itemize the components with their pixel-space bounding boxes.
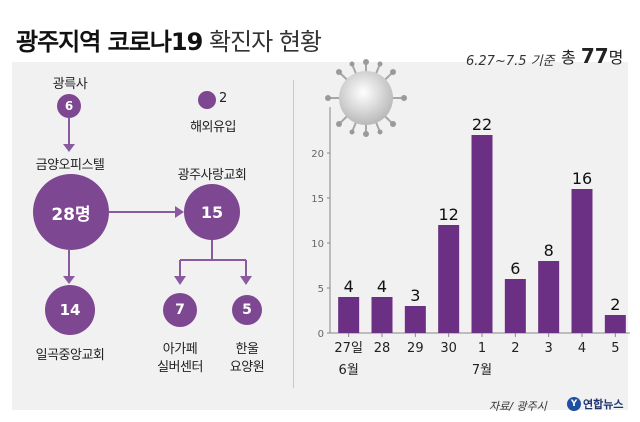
period-label: 6.27~7.5 기준 [466, 54, 555, 69]
section-divider [293, 80, 294, 388]
y-tick-label: 0 [318, 329, 324, 340]
overseas-dot [198, 91, 216, 109]
ilgok-label: 일곡중앙교회 [35, 348, 105, 363]
title-bold: 광주지역 코로나19 [16, 28, 203, 56]
y-tick-label: 5 [318, 284, 324, 295]
bar-value-label: 4 [377, 277, 387, 296]
bar-value-label: 2 [610, 295, 620, 314]
page-title: 광주지역 코로나19 확진자 현황 [16, 22, 322, 57]
bar [471, 135, 493, 333]
x-tick-label: 30 [440, 341, 457, 356]
title-rest: 확진자 현황 [208, 28, 322, 56]
total-value: 77 [580, 44, 609, 68]
bar-value-label: 3 [410, 286, 420, 305]
agape-label-line1: 아가페 [162, 342, 198, 357]
x-tick-label: 28 [374, 341, 391, 356]
logo-text: 연합뉴스 [583, 398, 624, 411]
bar [404, 306, 426, 333]
bar-value-label: 6 [510, 259, 520, 278]
bar [604, 315, 626, 333]
yonhap-logo: Y 연합뉴스 [567, 396, 623, 412]
bar [504, 279, 526, 333]
overseas-count: 2 [219, 91, 227, 106]
month-label: 6월 [339, 363, 359, 378]
bar-value-label: 8 [544, 241, 554, 260]
overseas-label: 해외유입 [190, 120, 236, 135]
yonhap-logo-icon: Y [567, 397, 581, 411]
ilgok-node: 14 [45, 285, 95, 335]
arrow-down-icon [63, 250, 75, 284]
arrow-down-icon [63, 118, 75, 152]
x-tick-label: 5 [611, 341, 619, 356]
source-label: 자료/ 광주시 [489, 400, 547, 413]
x-tick-label: 2 [511, 341, 519, 356]
agape-node: 7 [163, 293, 197, 327]
bar [438, 225, 460, 333]
bar [338, 297, 360, 333]
hanul-label-line1: 한울 [235, 342, 259, 357]
arrow-right-icon [109, 206, 184, 218]
total-prefix: 총 [561, 48, 576, 67]
geumyang-node: 28명 [33, 174, 109, 250]
bar [538, 261, 560, 333]
y-tick-label: 20 [311, 149, 324, 160]
geumyang-label: 금양오피스텔 [35, 158, 105, 173]
gwangreuksa-label: 광륵사 [52, 77, 88, 92]
infographic-panel [12, 62, 628, 410]
agape-label-line2: 실버센터 [157, 360, 203, 375]
bar-value-label: 22 [472, 115, 492, 134]
month-label: 7월 [472, 363, 492, 378]
gwangreuksa-node: 6 [57, 94, 81, 118]
bar-value-label: 4 [344, 277, 354, 296]
x-tick-label: 27일 [334, 341, 363, 356]
y-tick-label: 15 [311, 194, 324, 205]
x-tick-label: 29 [407, 341, 424, 356]
virus-icon [325, 59, 407, 137]
x-tick-label: 3 [545, 341, 553, 356]
sarang-node: 15 [184, 184, 240, 240]
y-tick-label: 10 [311, 239, 324, 250]
hanul-label-line2: 요양원 [229, 360, 265, 375]
x-tick-label: 1 [478, 341, 486, 356]
branch-arrows-icon [174, 240, 252, 285]
total-unit: 명 [608, 48, 624, 67]
bar [571, 189, 593, 333]
hanul-node: 5 [232, 295, 262, 325]
sarang-label: 광주사랑교회 [177, 168, 247, 183]
total-label: 총 77명 [561, 44, 623, 68]
bar-value-label: 16 [572, 169, 592, 188]
bar-value-label: 12 [438, 205, 458, 224]
bar [371, 297, 393, 333]
x-tick-label: 4 [578, 341, 586, 356]
